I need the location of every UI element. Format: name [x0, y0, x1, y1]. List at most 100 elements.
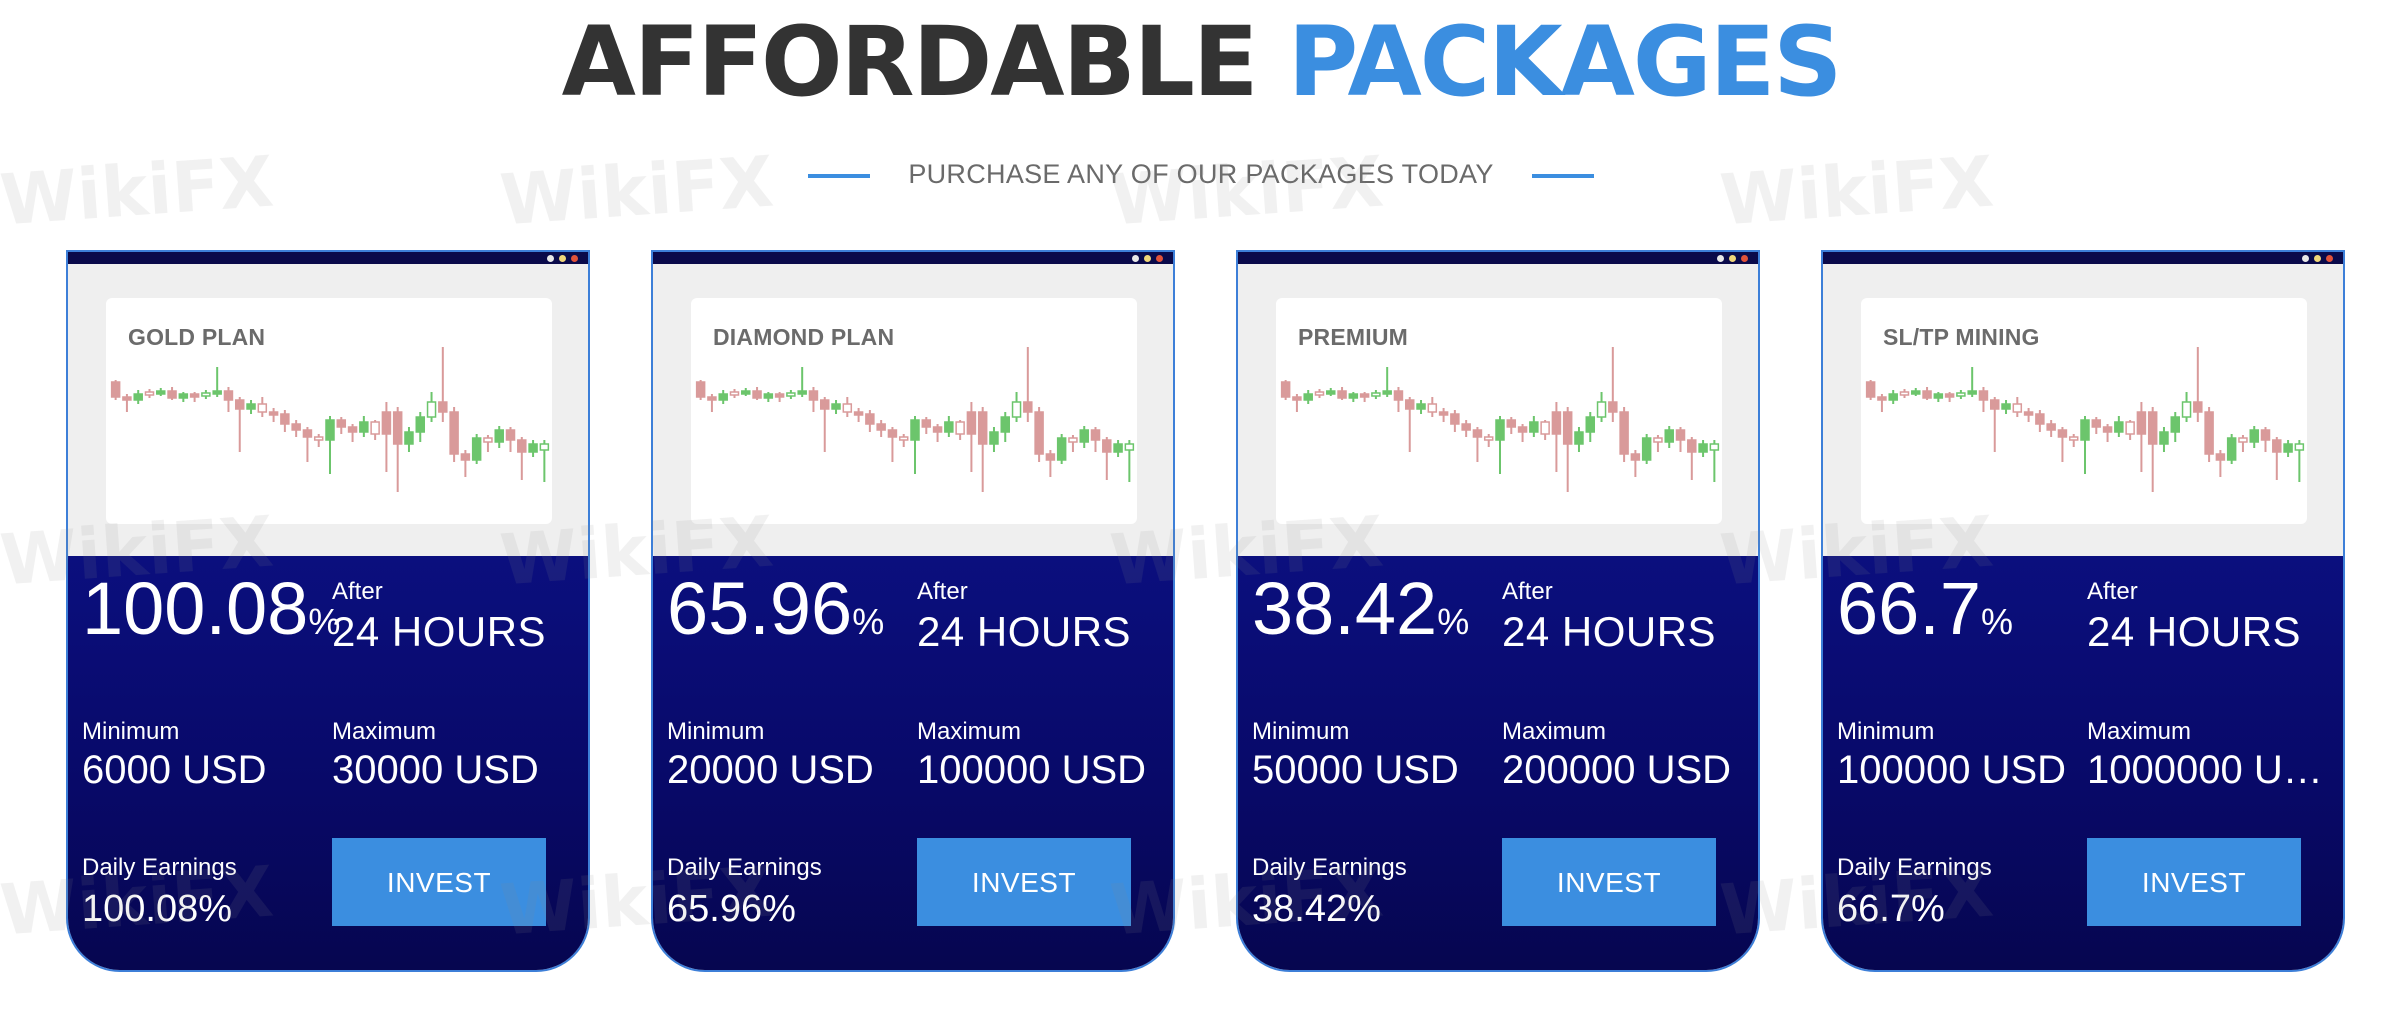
candle-body: [831, 403, 841, 410]
daily-earnings-value: 38.42%: [1252, 888, 1381, 930]
candle-body: [2068, 436, 2079, 441]
candle-body: [505, 429, 516, 441]
candle-body: [898, 436, 909, 441]
candle-body: [483, 437, 493, 443]
candle-body: [2125, 421, 2135, 435]
plan-name: DIAMOND PLAN: [713, 324, 895, 350]
candle-body: [359, 421, 369, 433]
candle-body: [415, 416, 426, 433]
candle-body: [178, 393, 189, 399]
return-rate: 65.96%: [667, 566, 884, 652]
candlestick-chart: GOLD PLAN: [106, 298, 552, 524]
candle-body: [932, 426, 943, 433]
duration-value: 24 HOURS: [1502, 608, 1717, 655]
window-dot-icon: [571, 255, 578, 262]
candle-body: [110, 381, 121, 398]
after-label: After: [2087, 578, 2138, 605]
window-title-bar: [68, 252, 588, 264]
candle-body: [1653, 437, 1663, 443]
minimum-value: 20000 USD: [667, 748, 874, 792]
candle-body: [2080, 419, 2090, 441]
after-label: After: [332, 578, 383, 605]
candle-body: [2057, 429, 2068, 438]
candle-body: [1944, 393, 1955, 398]
candle-body: [729, 391, 740, 396]
invest-button[interactable]: INVEST: [332, 838, 546, 926]
candle-body: [1416, 403, 1426, 410]
candlestick-icon: [695, 347, 1135, 492]
candle-body: [1124, 443, 1135, 451]
candle-body: [752, 390, 762, 399]
window-dot-icon: [2302, 255, 2309, 262]
chart-area: SL/TP MINING: [1823, 264, 2343, 556]
candle-body: [2091, 419, 2102, 428]
invest-button[interactable]: INVEST: [1502, 838, 1716, 926]
candle-body: [347, 426, 358, 433]
candle-body: [1865, 381, 1876, 398]
minimum-value: 50000 USD: [1252, 748, 1459, 792]
package-card: DIAMOND PLAN 65.96% After 24 HOURS Minimum 20…: [651, 250, 1175, 972]
candle-body: [280, 413, 290, 425]
candle-body: [2170, 416, 2181, 433]
candle-body: [449, 411, 459, 455]
candle-body: [1506, 419, 1517, 428]
candle-body: [797, 390, 807, 395]
window-controls: [1127, 255, 1163, 262]
return-rate-unit: %: [1981, 601, 2014, 642]
candle-body: [1292, 396, 1302, 401]
candle-body: [2260, 429, 2271, 441]
candle-body: [370, 421, 380, 435]
return-rate: 38.42%: [1252, 566, 1469, 652]
invest-button[interactable]: INVEST: [2087, 838, 2301, 926]
candle-body: [133, 393, 143, 401]
package-card: PREMIUM 38.42% After 24 HOURS Minimum 50000 U…: [1236, 250, 1760, 972]
window-dot-icon: [547, 255, 554, 262]
candle-body: [1337, 390, 1347, 399]
candle-body: [1314, 391, 1325, 396]
after-label: After: [1502, 578, 1553, 605]
candle-body: [1090, 429, 1101, 441]
candle-body: [517, 439, 527, 453]
maximum-label: Maximum: [2087, 718, 2192, 745]
package-card: SL/TP MINING 66.7% After 24 HOURS Minimum 100…: [1821, 250, 2345, 972]
window-dot-icon: [1717, 255, 1724, 262]
candle-body: [1619, 411, 1629, 455]
candle-body: [246, 403, 256, 410]
candle-body: [1899, 391, 1910, 396]
candle-body: [122, 396, 132, 401]
candle-body: [910, 419, 920, 441]
maximum-label: Maximum: [917, 718, 1022, 745]
window-dot-icon: [1741, 255, 1748, 262]
candle-body: [695, 381, 706, 398]
candle-body: [1585, 416, 1596, 433]
candle-body: [1687, 439, 1697, 453]
daily-earnings-label: Daily Earnings: [82, 854, 237, 881]
candle-body: [1079, 429, 1089, 443]
return-rate-value: 38.42: [1252, 567, 1438, 650]
candle-body: [2204, 411, 2214, 455]
invest-button[interactable]: INVEST: [917, 838, 1131, 926]
title-part-1: AFFORDABLE: [561, 6, 1259, 118]
return-rate: 100.08%: [82, 566, 340, 652]
maximum-value: 100000 USD: [917, 748, 1147, 792]
candle-body: [539, 443, 550, 451]
candle-body: [1709, 443, 1720, 451]
duration-value: 24 HOURS: [332, 608, 547, 655]
candle-body: [944, 421, 954, 433]
candle-body: [1438, 411, 1449, 416]
candle-body: [291, 423, 301, 431]
candle-body: [257, 403, 268, 413]
chart-area: DIAMOND PLAN: [653, 264, 1173, 556]
candle-body: [2114, 421, 2124, 433]
candle-body: [156, 390, 166, 395]
candle-body: [2193, 401, 2203, 413]
candle-body: [2226, 437, 2237, 461]
candle-body: [1483, 436, 1494, 441]
daily-earnings-value: 66.7%: [1837, 888, 1945, 930]
candle-body: [1034, 411, 1044, 455]
candle-body: [1371, 392, 1381, 397]
candle-body: [1630, 453, 1641, 461]
candle-body: [460, 453, 471, 461]
candle-body: [1113, 443, 1123, 453]
candle-body: [977, 411, 988, 445]
